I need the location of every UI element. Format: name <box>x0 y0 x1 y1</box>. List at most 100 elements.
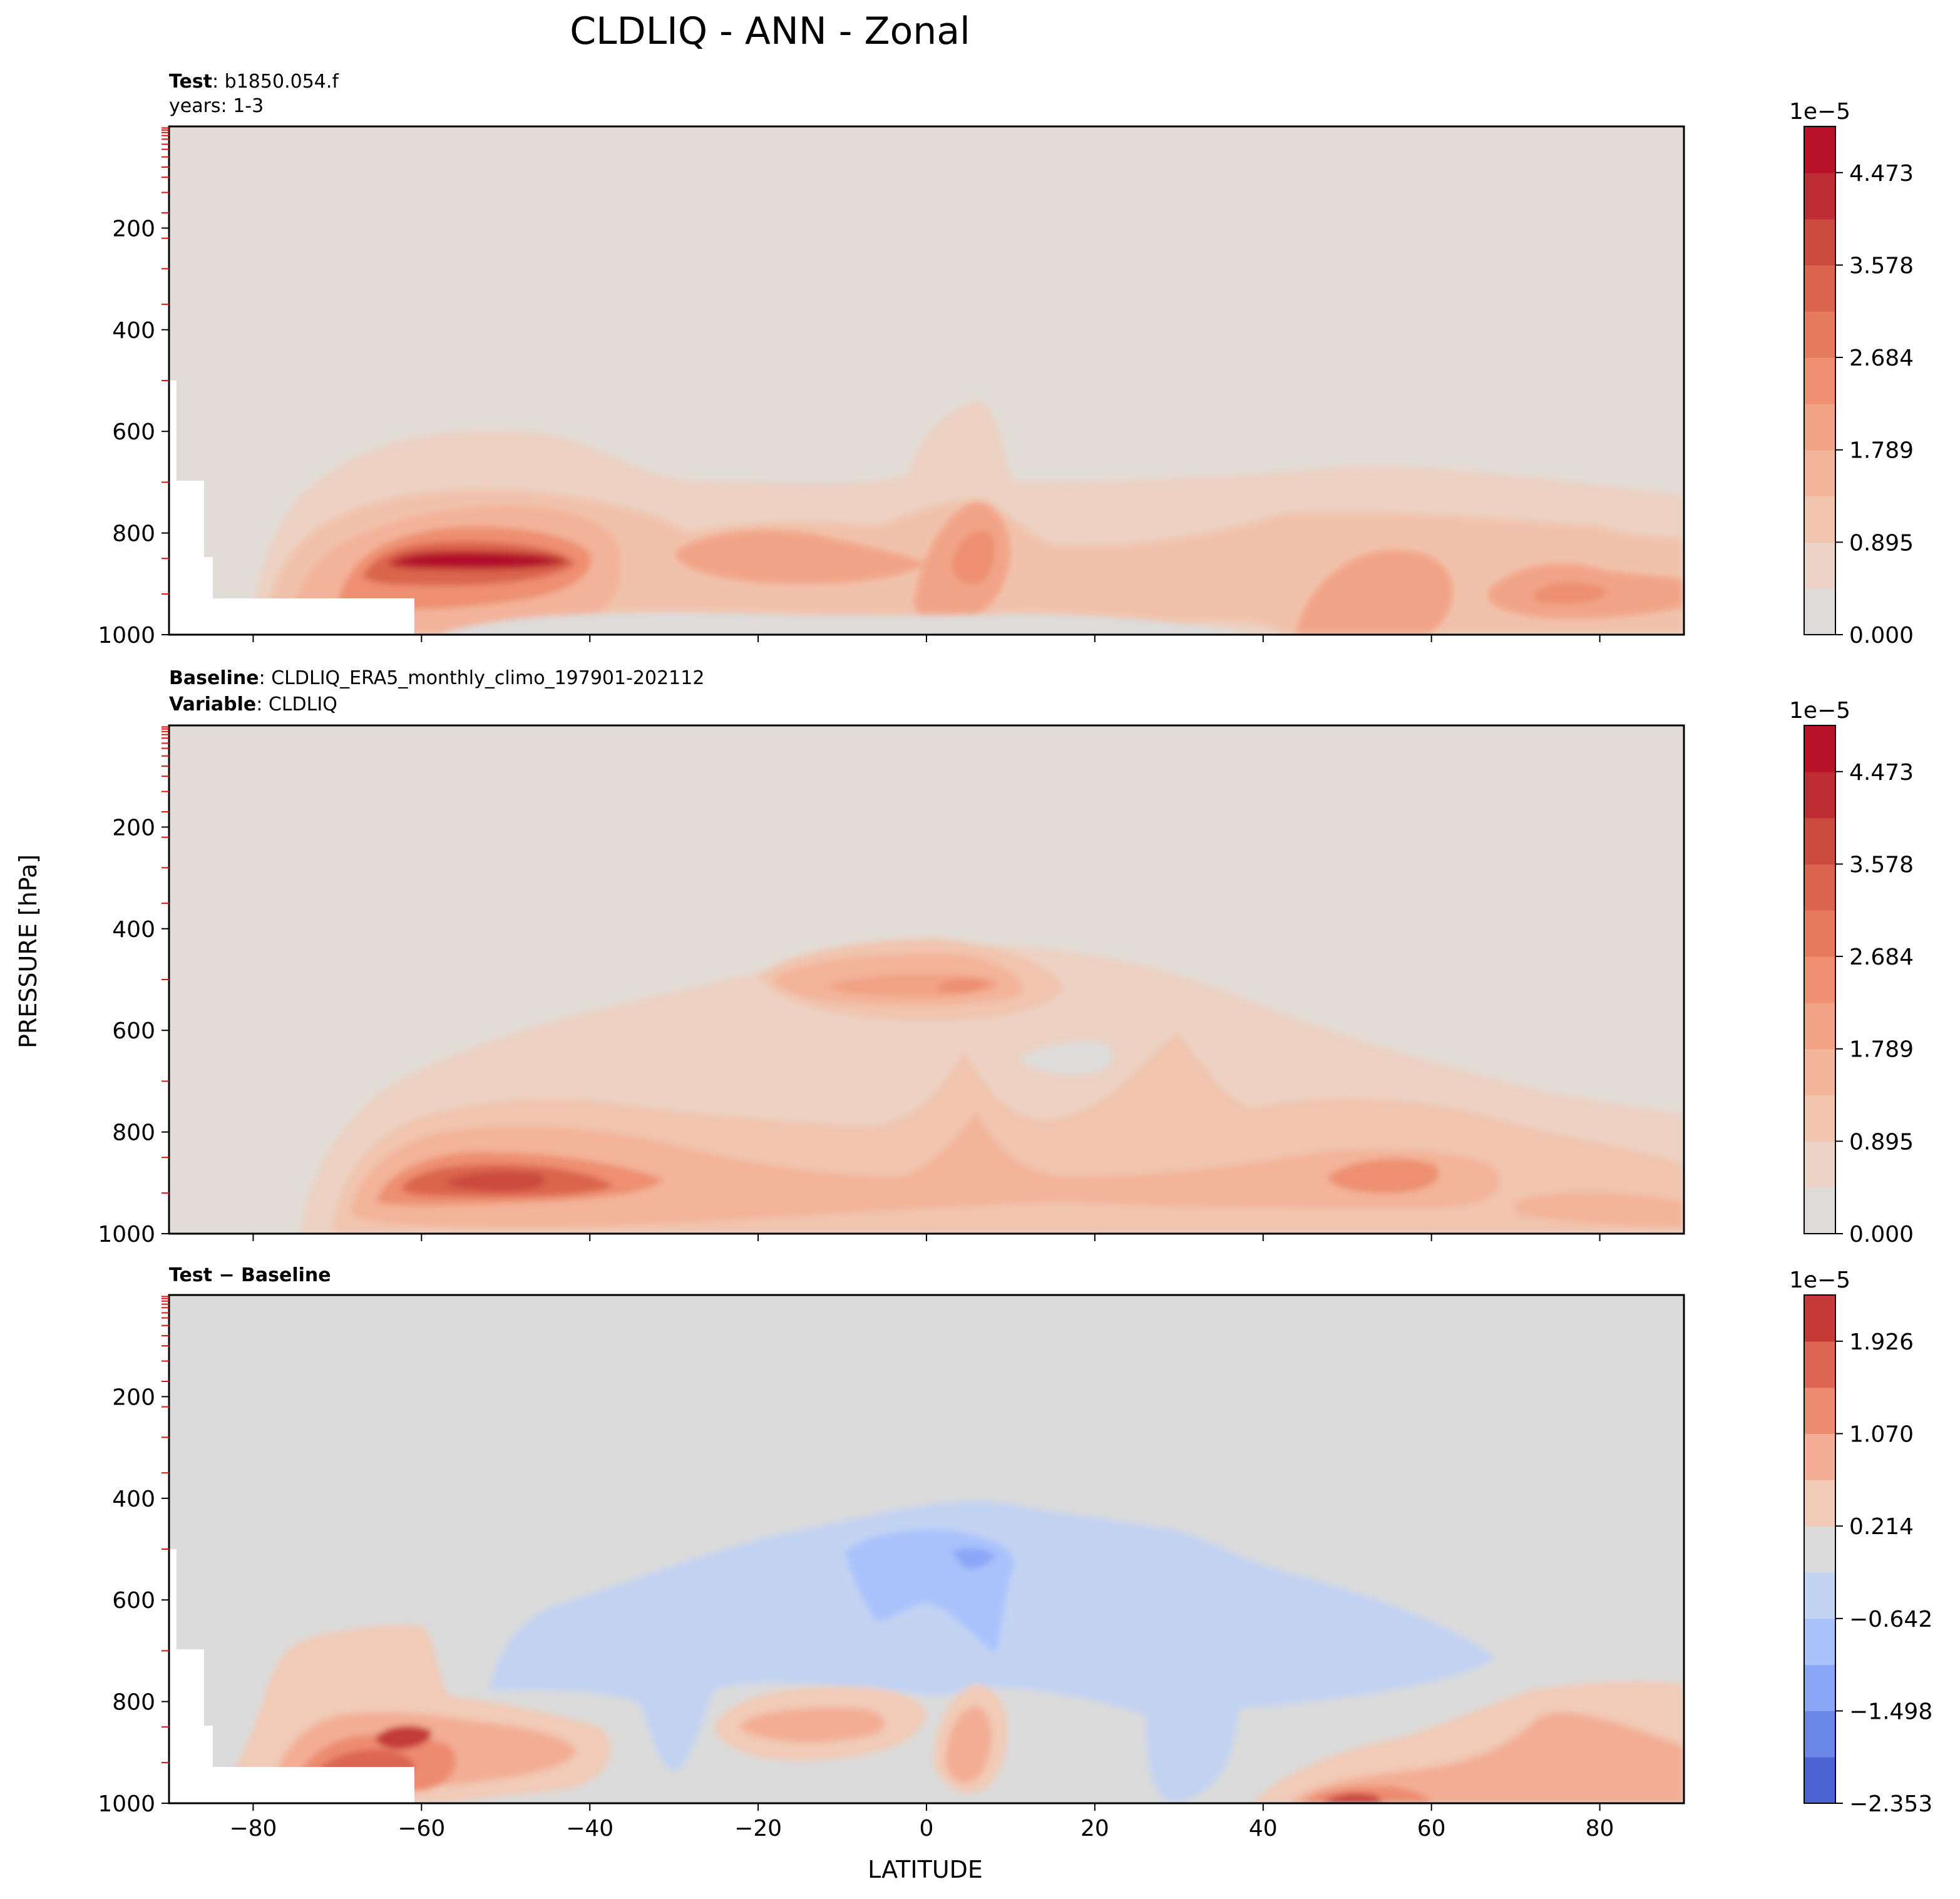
y-tick-label: 400 <box>112 318 155 344</box>
panel-baseline-contours <box>300 939 1684 1234</box>
diff-positive-level-2d <box>1290 1712 1684 1803</box>
test-level-surface-grey <box>438 612 1252 635</box>
baseline-level-3 <box>351 1114 1500 1227</box>
x-tick-label: −80 <box>229 1816 277 1841</box>
colorbar-tick-label: 4.473 <box>1849 161 1914 187</box>
y-tick-label: 200 <box>112 1385 155 1410</box>
colorbar-segment <box>1804 172 1835 220</box>
colorbar-frame <box>1804 725 1836 1234</box>
colorbar-segment <box>1804 910 1835 957</box>
x-tick-label: 80 <box>1586 1816 1614 1841</box>
y-tick-label: 800 <box>112 521 155 547</box>
colorbar-segment <box>1804 1295 1835 1342</box>
colorbar-exponent-label: 1e−5 <box>1789 1267 1850 1293</box>
colorbar-segment <box>1804 1433 1835 1480</box>
colorbar-tick-label: 0.000 <box>1849 1222 1914 1247</box>
panel-test-header-line2: years: 1-3 <box>169 95 264 117</box>
colorbar-exponent-label: 1e−5 <box>1789 99 1850 125</box>
test-level-4b <box>952 530 995 585</box>
panel-baseline-variable-bold: Variable <box>169 694 256 715</box>
colorbar-tick-label: 1.789 <box>1849 1037 1914 1063</box>
colorbar-tick-label: 3.578 <box>1849 253 1914 279</box>
y-tick-label: 200 <box>112 216 155 242</box>
x-tick-label: −60 <box>398 1816 445 1841</box>
y-tick-label: 1000 <box>98 1222 155 1247</box>
baseline-grey-pocket <box>1020 1041 1113 1075</box>
colorbar-segment <box>1804 542 1835 589</box>
baseline-level-3c <box>1515 1192 1684 1227</box>
colorbar-segment <box>1804 1141 1835 1188</box>
panel-baseline-header-line1: Baseline: CLDLIQ_ERA5_monthly_climo_1979… <box>169 667 704 689</box>
colorbar-segment <box>1804 588 1835 635</box>
x-tick-label: 20 <box>1080 1816 1109 1841</box>
diff-negative-level-3 <box>952 1548 995 1569</box>
colorbar-tick-label: 0.895 <box>1849 1129 1914 1155</box>
colorbar-tick-label: 2.684 <box>1849 944 1914 970</box>
colorbar-difference: −2.353 −1.498 −0.642 0.214 1.070 1.926 1e−5 <box>1789 1267 1932 1817</box>
x-tick-label: 60 <box>1417 1816 1446 1841</box>
y-tick-label: 200 <box>112 815 155 841</box>
colorbar-tick-label: 0.214 <box>1849 1514 1914 1540</box>
colorbar-segment <box>1804 403 1835 451</box>
colorbar-segment <box>1804 265 1835 312</box>
y-tick-label: 600 <box>112 1018 155 1044</box>
colorbar-segment <box>1804 1664 1835 1711</box>
panel-test: Test: b1850.054.f years: 1-3 <box>98 71 1685 648</box>
diff-negative-level-1 <box>488 1501 1496 1803</box>
colorbar-segment <box>1804 1480 1835 1527</box>
panel-baseline-header-bold: Baseline <box>169 667 259 689</box>
y-tick-label: 400 <box>112 917 155 943</box>
panel-test-header-line1: Test: b1850.054.f <box>169 71 339 93</box>
x-axis-label: LATITUDE <box>868 1856 983 1883</box>
diff-positive-level-5 <box>376 1726 432 1749</box>
y-axis-label: PRESSURE [hPa] <box>14 854 42 1048</box>
colorbar-frame <box>1804 1294 1836 1804</box>
colorbar-segment <box>1804 1048 1835 1096</box>
y-tick-label: 1000 <box>98 1791 155 1817</box>
colorbar-segment <box>1804 1757 1835 1804</box>
panel-baseline-header-text: : CLDLIQ_ERA5_monthly_climo_197901-20211… <box>259 667 705 689</box>
colorbar-segment <box>1804 1711 1835 1758</box>
x-tick-label: −20 <box>734 1816 782 1841</box>
baseline-level-6b <box>939 978 989 993</box>
x-tick-label: −40 <box>566 1816 613 1841</box>
colorbar-tick-label: 4.473 <box>1849 760 1914 786</box>
colorbar-segment <box>1804 956 1835 1003</box>
colorbar-segment <box>1804 126 1835 173</box>
colorbar-segment <box>1804 311 1835 358</box>
colorbar-tick-label: 1.789 <box>1849 438 1914 464</box>
panel-baseline: Baseline: CLDLIQ_ERA5_monthly_climo_1979… <box>98 667 1685 1247</box>
colorbar-segment <box>1804 1341 1835 1388</box>
diff-positive-level-5b <box>1321 1793 1383 1803</box>
colorbar-tick-label: 3.578 <box>1849 852 1914 878</box>
colorbar-segment <box>1804 1618 1835 1666</box>
colorbar-tick-label: −2.353 <box>1849 1791 1932 1817</box>
colorbar-segment <box>1804 1572 1835 1619</box>
colorbar-baseline: 0.000 0.895 1.789 2.684 3.578 4.473 1e−5 <box>1789 698 1914 1247</box>
panel-baseline-variable-text: : CLDLIQ <box>256 694 337 715</box>
baseline-level-4b <box>1327 1159 1439 1194</box>
colorbar-segment <box>1804 1387 1835 1435</box>
colorbar-segment <box>1804 771 1835 819</box>
y-tick-label: 800 <box>112 1120 155 1146</box>
diff-positive-level-2c <box>945 1706 992 1783</box>
diff-positive-level-2b <box>739 1707 885 1743</box>
colorbar-tick-label: 0.000 <box>1849 623 1914 648</box>
panel-baseline-header-line2: Variable: CLDLIQ <box>169 694 337 715</box>
colorbar-segment <box>1804 1095 1835 1142</box>
y-tick-label: 1000 <box>98 623 155 648</box>
colorbar-segment <box>1804 218 1835 266</box>
colorbar-tick-label: 0.895 <box>1849 530 1914 556</box>
colorbar-tick-label: 2.684 <box>1849 346 1914 371</box>
colorbar-segment <box>1804 1002 1835 1050</box>
panel-difference: Test − Baseline <box>98 1264 1685 1841</box>
colorbar-segment <box>1804 357 1835 404</box>
test-level-4c <box>1534 582 1609 604</box>
panel-difference-header: Test − Baseline <box>169 1264 331 1286</box>
colorbar-segment <box>1804 1187 1835 1234</box>
colorbar-segment <box>1804 496 1835 543</box>
colorbar-frame <box>1804 126 1836 635</box>
panel-baseline-axes: 200 400 600 800 1000 <box>98 726 1601 1247</box>
x-tick-label: 40 <box>1249 1816 1278 1841</box>
